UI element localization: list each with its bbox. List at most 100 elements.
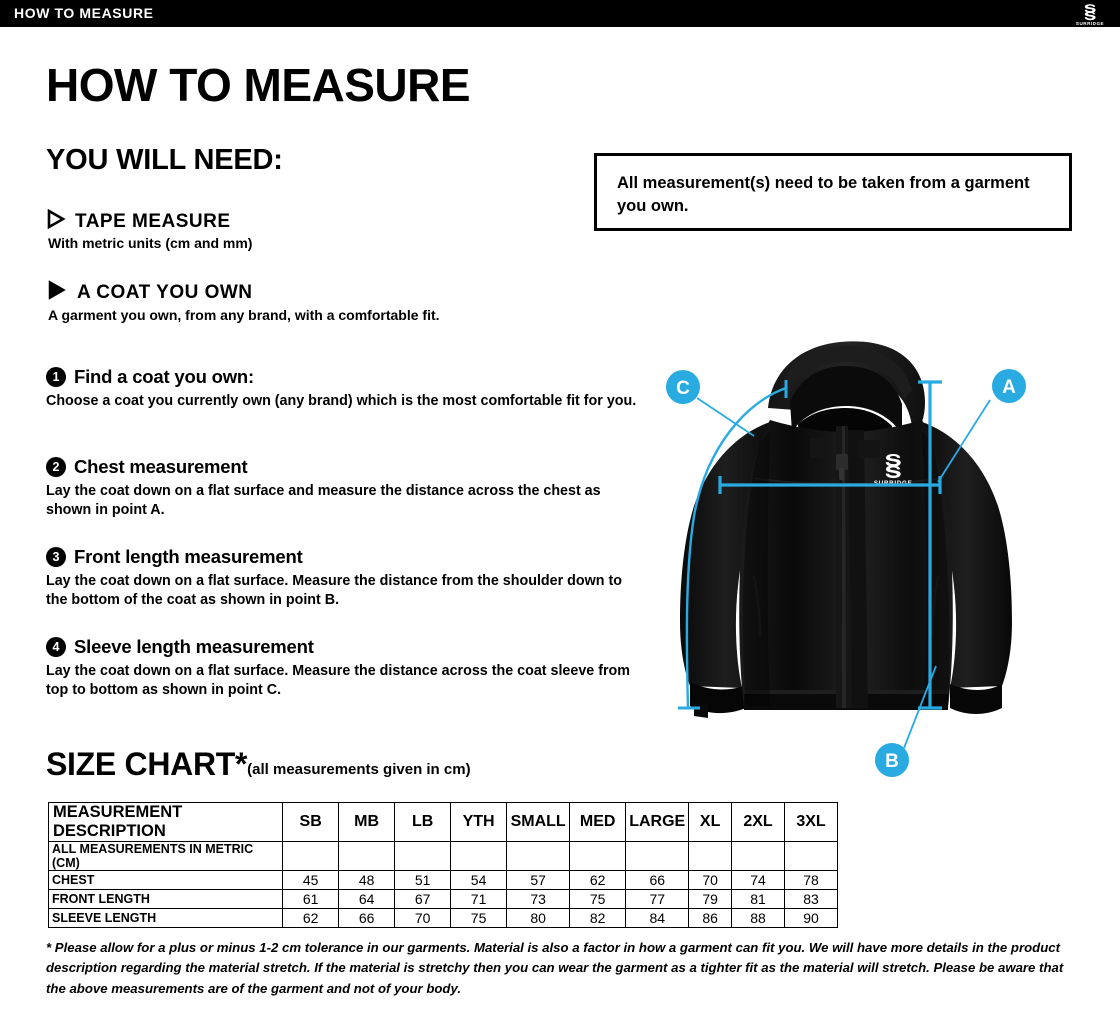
step-body: Lay the coat down on a flat surface and …	[46, 483, 601, 519]
table-cell-empty	[394, 841, 452, 871]
leader-line-A	[937, 399, 991, 483]
step-3: 3 Front length measurement Lay the coat …	[46, 546, 646, 611]
table-header-cell: SMALL	[506, 802, 571, 842]
step-number-badge: 2	[46, 457, 66, 477]
callout-box: All measurement(s) need to be taken from…	[594, 153, 1072, 231]
svg-text:SURRIDGE: SURRIDGE	[1076, 21, 1104, 26]
measurement-annotations	[678, 380, 991, 749]
table-cell: 51	[394, 870, 452, 890]
marker-bubble-B: B	[875, 743, 909, 777]
table-cell-empty	[450, 841, 508, 871]
table-cell: 74	[731, 870, 785, 890]
leader-line-B	[903, 665, 937, 749]
step-title: Front length measurement	[74, 546, 303, 567]
footer-disclaimer: * Please allow for a plus or minus 1-2 c…	[46, 940, 1064, 996]
table-cell: 64	[338, 889, 396, 909]
table-cell: 70	[394, 908, 452, 928]
need-item-subtitle: A garment you own, from any brand, with …	[48, 307, 440, 323]
table-header-cell: MEASUREMENT DESCRIPTION	[47, 802, 284, 842]
step-body: Lay the coat down on a flat surface. Mea…	[46, 663, 630, 699]
svg-text:A: A	[1002, 377, 1016, 398]
size-chart-heading: SIZE CHART* (all measurements given in c…	[46, 748, 471, 780]
table-header-cell: MED	[569, 802, 627, 842]
step-title: Find a coat you own:	[74, 366, 254, 387]
table-cell-empty	[569, 841, 627, 871]
table-cell: 88	[731, 908, 785, 928]
surridge-logo: SURRIDGE	[1068, 1, 1112, 26]
jacket-diagram: SURRIDGE	[650, 330, 1070, 780]
table-cell: 80	[506, 908, 571, 928]
svg-text:B: B	[885, 751, 899, 772]
table-header-row: MEASUREMENT DESCRIPTION SB MB LB YTH SMA…	[47, 802, 839, 842]
jacket-left-sleeve	[680, 422, 770, 718]
table-header-cell: MB	[338, 802, 396, 842]
step-number-badge: 3	[46, 547, 66, 567]
table-cell: 78	[783, 870, 839, 890]
table-cell: 71	[450, 889, 508, 909]
need-item-subtitle: With metric units (cm and mm)	[48, 235, 253, 251]
table-cell: 77	[625, 889, 690, 909]
table-cell: 48	[338, 870, 396, 890]
table-header-cell: XL	[688, 802, 733, 842]
table-cell-empty	[731, 841, 785, 871]
need-item-title: TAPE MEASURE	[75, 210, 231, 232]
table-cell: 79	[688, 889, 733, 909]
table-header-cell: 2XL	[731, 802, 785, 842]
table-cell-empty	[688, 841, 733, 871]
size-chart-note: (all measurements given in cm)	[247, 761, 471, 778]
table-cell-empty	[506, 841, 571, 871]
table-row: SLEEVE LENGTH 62 66 70 75 80 82 84 86 88…	[47, 908, 839, 928]
table-cell: 66	[625, 870, 690, 890]
table-subheader-row: ALL MEASUREMENTS IN METRIC (CM)	[47, 841, 839, 871]
table-cell: 83	[783, 889, 839, 909]
size-chart-table: MEASUREMENT DESCRIPTION SB MB LB YTH SMA…	[47, 802, 839, 928]
jacket-right-sleeve	[922, 422, 1012, 714]
table-header-cell: LB	[394, 802, 452, 842]
table-cell: 54	[450, 870, 508, 890]
table-cell: 62	[569, 870, 627, 890]
table-cell: 82	[569, 908, 627, 928]
need-item-title: A COAT YOU OWN	[77, 281, 253, 303]
table-row: CHEST 45 48 51 54 57 62 66 70 74 78	[47, 870, 839, 890]
step-4: 4 Sleeve length measurement Lay the coat…	[46, 636, 646, 701]
table-cell: 86	[688, 908, 733, 928]
table-cell: 66	[338, 908, 396, 928]
jacket-illustration: SURRIDGE	[666, 341, 1026, 777]
need-item-tape-measure: TAPE MEASURE With metric units (cm and m…	[46, 208, 253, 251]
table-cell-empty	[625, 841, 690, 871]
table-row-label: CHEST	[47, 870, 284, 890]
size-chart-title: SIZE CHART*	[46, 746, 248, 782]
table-cell: 81	[731, 889, 785, 909]
jacket-body	[739, 420, 953, 710]
triangle-bullet-icon	[46, 279, 68, 306]
table-cell: 70	[688, 870, 733, 890]
table-header-cell: 3XL	[783, 802, 839, 842]
marker-bubble-A: A	[992, 369, 1026, 403]
leader-line-C	[696, 397, 755, 437]
table-cell: 75	[450, 908, 508, 928]
svg-text:C: C	[676, 378, 690, 399]
you-will-need-heading: YOU WILL NEED:	[46, 144, 283, 176]
table-cell: 45	[282, 870, 340, 890]
step-2: 2 Chest measurement Lay the coat down on…	[46, 456, 646, 521]
step-number-badge: 4	[46, 637, 66, 657]
step-body: Lay the coat down on a flat surface. Mea…	[46, 573, 622, 609]
callout-text: All measurement(s) need to be taken from…	[617, 174, 1030, 215]
table-row-label: FRONT LENGTH	[47, 889, 284, 909]
triangle-bullet-icon	[46, 208, 66, 234]
table-row-label: SLEEVE LENGTH	[47, 908, 284, 928]
table-cell: 61	[282, 889, 340, 909]
step-number-badge: 1	[46, 367, 66, 387]
step-title: Sleeve length measurement	[74, 636, 314, 657]
table-cell: 57	[506, 870, 571, 890]
table-cell: 75	[569, 889, 627, 909]
table-cell: 84	[625, 908, 690, 928]
table-cell: 67	[394, 889, 452, 909]
top-header-bar: HOW TO MEASURE SURRIDGE	[0, 0, 1120, 27]
step-title: Chest measurement	[74, 456, 248, 477]
measure-line-sleeve-C	[678, 380, 788, 710]
step-1: 1 Find a coat you own: Choose a coat you…	[46, 366, 646, 411]
table-cell-empty	[783, 841, 839, 871]
table-cell-empty	[338, 841, 396, 871]
top-header-title: HOW TO MEASURE	[14, 5, 154, 21]
